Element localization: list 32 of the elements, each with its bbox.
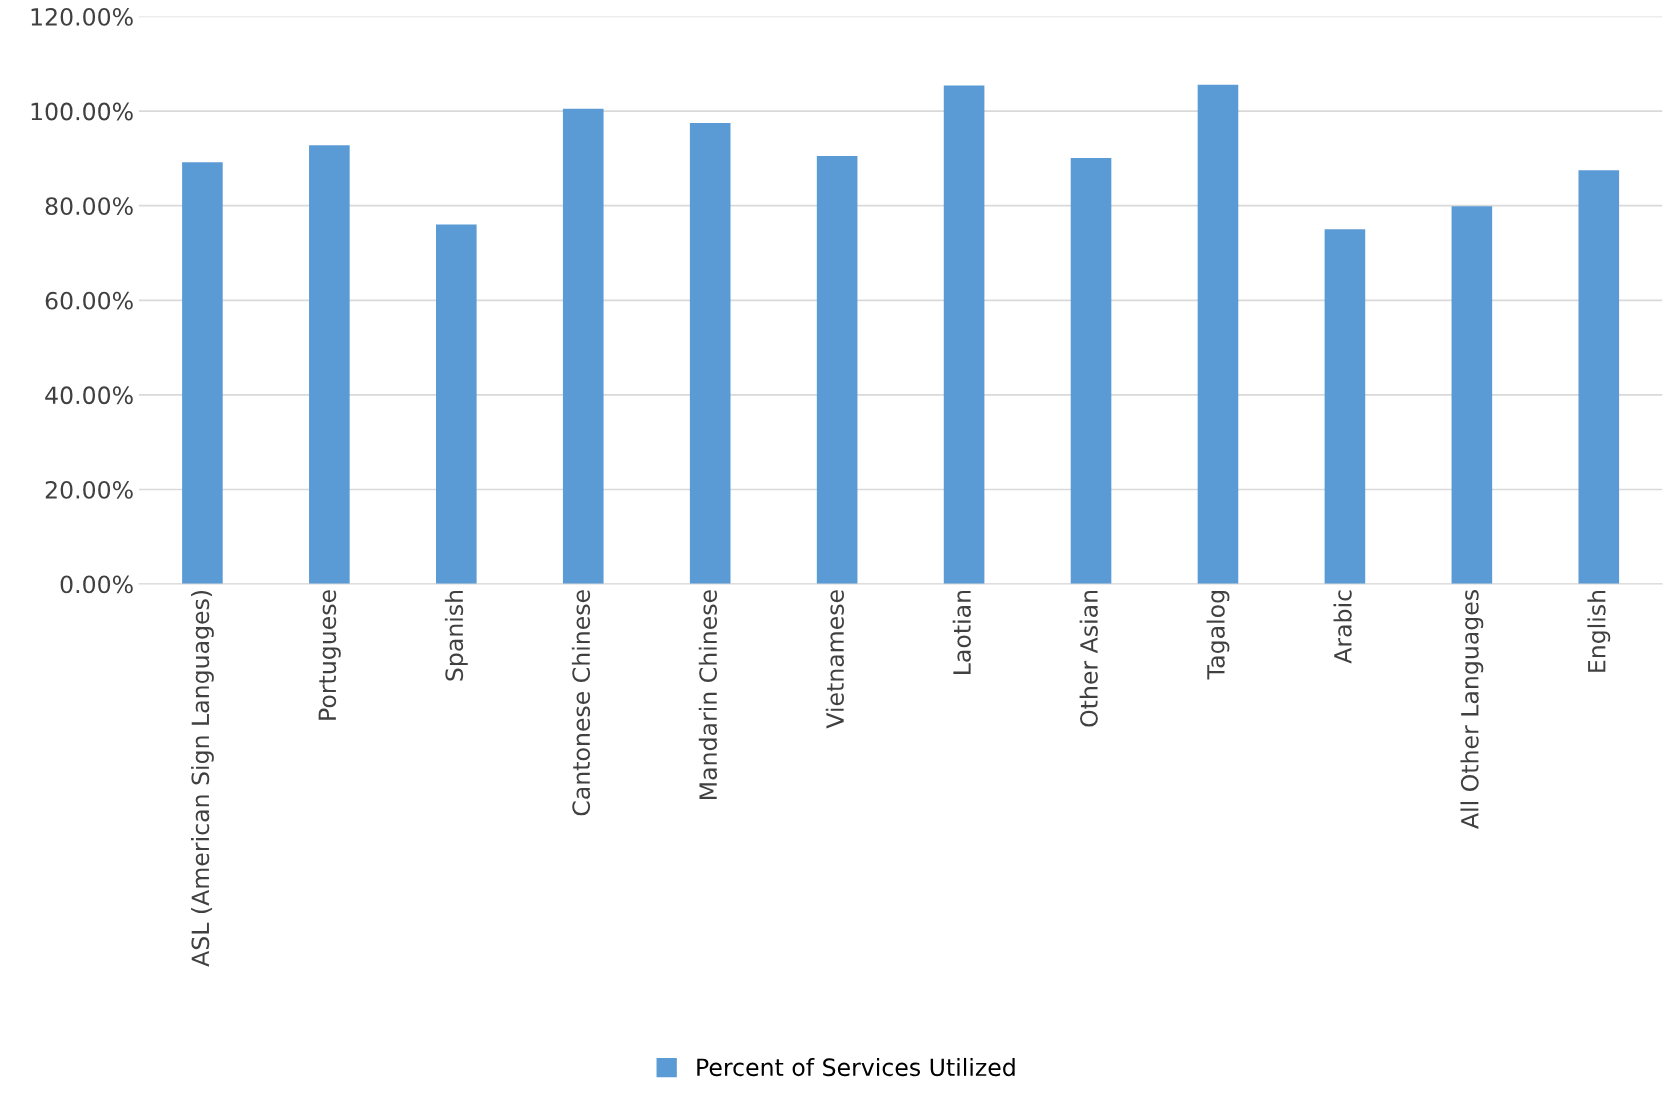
x-tick-label: ASL (American Sign Languages)	[190, 590, 214, 967]
x-tick-label: Portuguese	[318, 590, 341, 720]
y-tick-label: 0.00%	[60, 575, 133, 594]
x-tick-label: English	[1587, 590, 1611, 672]
y-tick-label: 80.00%	[45, 197, 133, 216]
bar	[1070, 157, 1112, 585]
bar	[1197, 84, 1239, 585]
x-tick-label: Vietnamese	[825, 590, 844, 729]
bar	[309, 145, 350, 585]
y-tick-label: 40.00%	[45, 386, 133, 405]
x-tick-label: Cantonese Chinese	[571, 590, 591, 816]
bar	[1324, 229, 1366, 585]
bar	[816, 156, 858, 585]
x-tick-label: Laotian	[952, 590, 971, 674]
bar	[1578, 170, 1620, 585]
y-tick-label: 60.00%	[45, 291, 133, 310]
bar	[182, 162, 223, 585]
x-tick-label: Other Asian	[1079, 590, 1098, 727]
bar	[562, 108, 604, 585]
x-tick-label: Arabic	[1333, 590, 1352, 664]
bar	[689, 122, 731, 585]
y-tick-label: 100.00%	[31, 102, 133, 121]
legend-label: Percent of Services Utilized	[697, 1057, 1015, 1077]
x-tick-label: Mandarin Chinese	[698, 590, 718, 799]
bar	[435, 224, 477, 585]
y-tick-label: 20.00%	[45, 480, 133, 499]
x-tick-label: Spanish	[444, 590, 468, 681]
bar	[1451, 206, 1493, 585]
y-tick-label: 120.00%	[31, 7, 133, 26]
bar	[943, 85, 985, 585]
x-tick-label: All Other Languages	[1460, 590, 1484, 829]
x-tick-label: Tagalog	[1206, 591, 1230, 680]
